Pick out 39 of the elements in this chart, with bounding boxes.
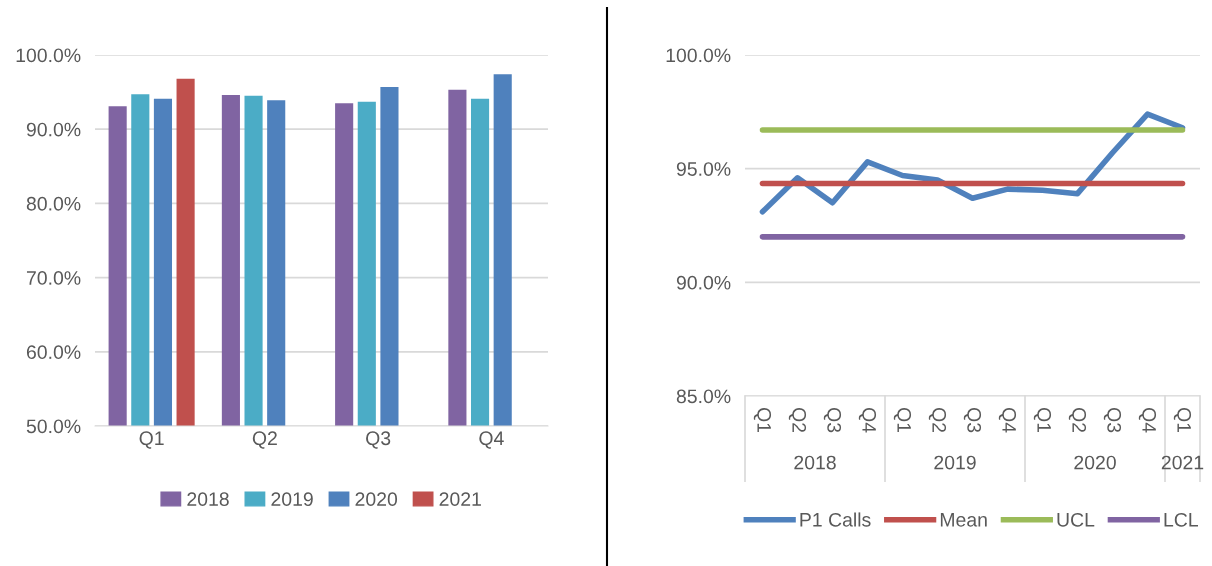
- y-tick-label: 100.0%: [16, 48, 81, 63]
- text: 2020: [1074, 455, 1116, 470]
- text: 2018: [794, 455, 836, 470]
- x-tick-label: Q1: [1033, 408, 1052, 433]
- x-tick-label: Q2: [788, 408, 807, 433]
- legend-label: Mean: [940, 513, 987, 527]
- y-tick-label: 90.0%: [26, 122, 81, 137]
- x-tick-label: Q2: [252, 431, 277, 449]
- x-tick-label: Q2: [928, 408, 947, 433]
- y-tick-label: 85.0%: [676, 389, 731, 404]
- y-tick-label: 70.0%: [26, 271, 81, 285]
- y-tick-label: 100.0%: [666, 48, 731, 63]
- y-tick-label: 60.0%: [26, 345, 81, 360]
- x-tick-label: Q4: [858, 408, 877, 433]
- legend-label: 2018: [187, 492, 229, 507]
- legend-label: 2019: [271, 492, 313, 507]
- legend-label: 2021: [439, 492, 481, 507]
- x-tick-label: Q1: [1173, 408, 1192, 433]
- x-tick-label: Q4: [1138, 408, 1157, 433]
- x-tick-label: Q3: [1103, 408, 1122, 433]
- x-tick-label: Q2: [1068, 408, 1087, 433]
- x-tick-label: Q4: [998, 408, 1017, 433]
- legend-label: LCL: [1164, 512, 1198, 527]
- y-tick-label: 80.0%: [26, 196, 81, 211]
- y-tick-label: 95.0%: [676, 162, 731, 176]
- x-tick-label: Q3: [823, 408, 842, 433]
- legend-label: 2020: [355, 492, 398, 507]
- legend-label: UCL: [1057, 512, 1095, 527]
- x-tick-label: Q1: [139, 431, 164, 449]
- y-tick-label: 50.0%: [26, 419, 81, 434]
- x-tick-label: Q3: [366, 431, 391, 449]
- x-tick-label: Q3: [963, 408, 982, 433]
- legend-label: P1 Calls: [800, 512, 871, 527]
- y-tick-label: 90.0%: [676, 275, 731, 290]
- text: 2021: [1161, 455, 1204, 470]
- text: 2019: [934, 455, 976, 470]
- x-tick-label: Q4: [479, 431, 504, 449]
- x-tick-label: Q1: [753, 408, 772, 433]
- x-tick-label: Q1: [893, 408, 912, 433]
